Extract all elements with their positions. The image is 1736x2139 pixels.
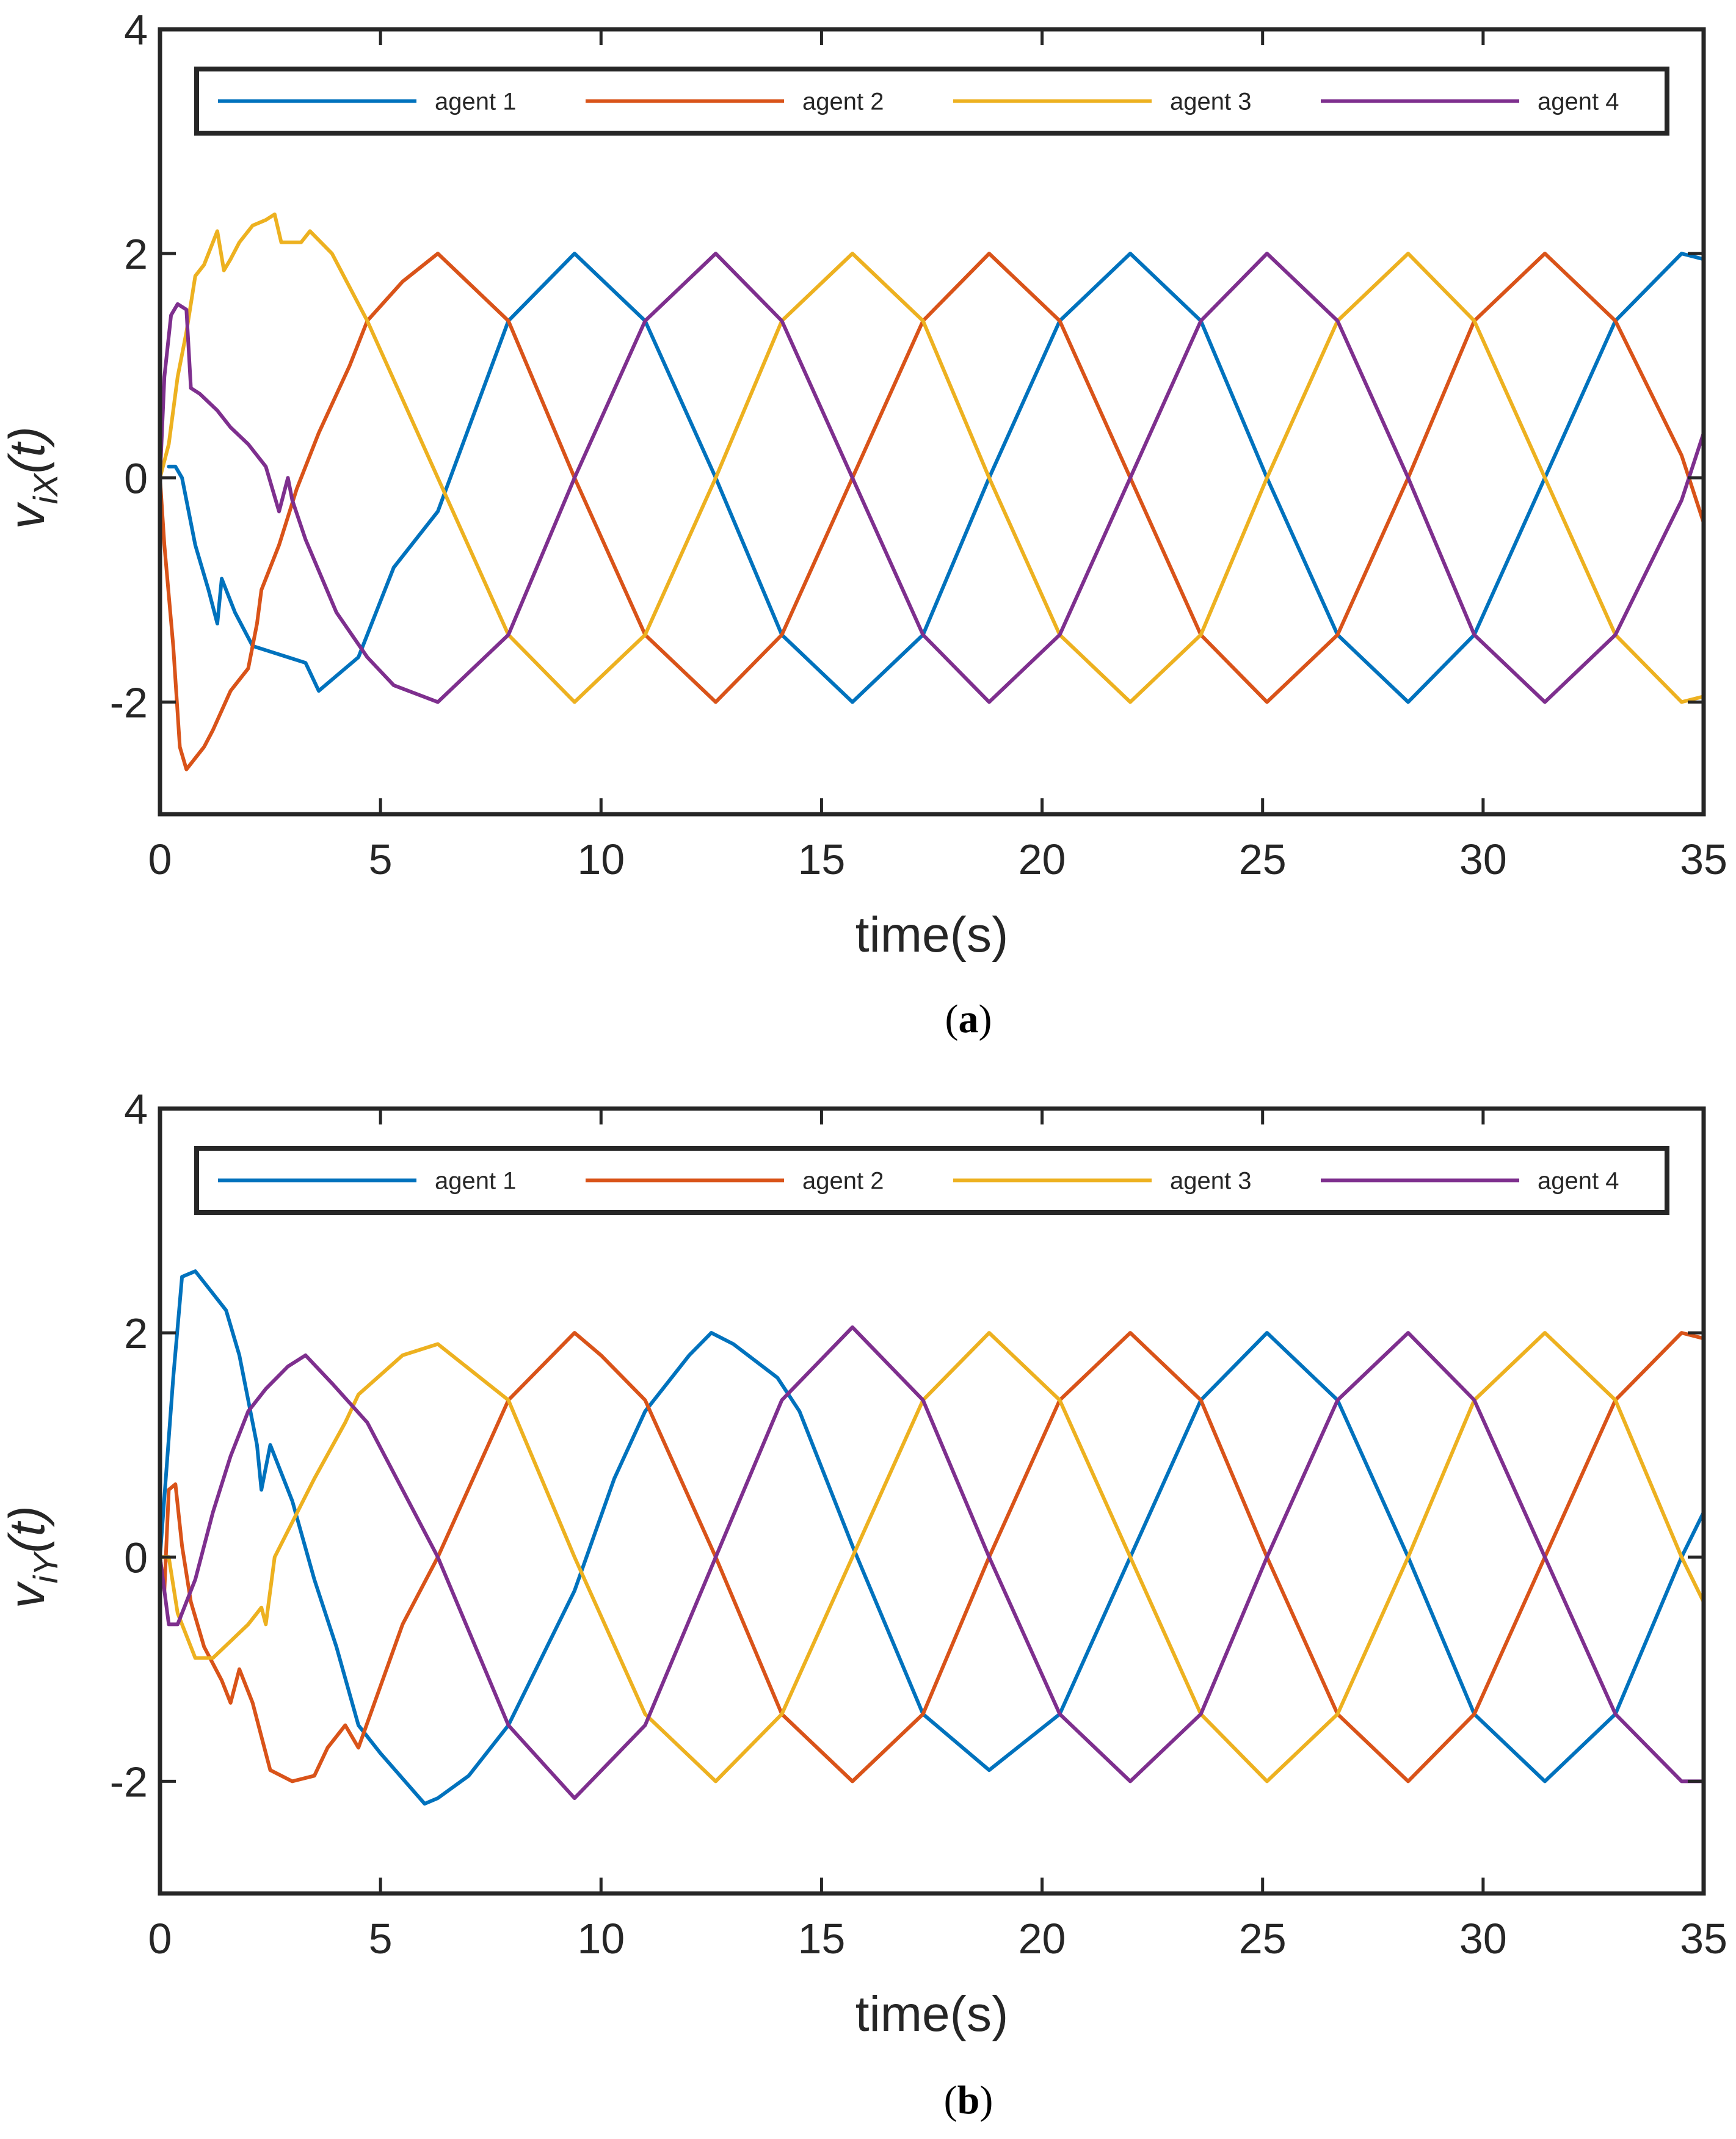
- legend-label-agent-4: agent 4: [1538, 89, 1619, 115]
- series-line-agent-2: [160, 252, 1704, 771]
- x-tick-label: 35: [1680, 836, 1727, 883]
- y-tick-label: -2: [110, 1758, 148, 1806]
- legend-label-agent-2: agent 2: [802, 89, 884, 115]
- legend-label-agent-1: agent 1: [435, 89, 516, 115]
- x-tick-label: 15: [797, 836, 845, 883]
- series-line-agent-1: [160, 1269, 1704, 1806]
- x-tick-label: 5: [369, 836, 393, 883]
- x-tick-label: 20: [1019, 836, 1066, 883]
- x-tick-label: 25: [1239, 836, 1287, 883]
- series-group: [160, 212, 1704, 771]
- legend-label-agent-4: agent 4: [1538, 1168, 1619, 1195]
- series-line-agent-4: [160, 252, 1704, 704]
- x-tick-label: 20: [1019, 1915, 1066, 1962]
- y-tick-label: 4: [124, 6, 148, 54]
- legend: agent 1 agent 2 agent 3 agent 4: [194, 1146, 1669, 1215]
- x-tick-label: 30: [1459, 1915, 1507, 1962]
- x-tick-label: 25: [1239, 1915, 1287, 1962]
- y-tick-label: -2: [110, 679, 148, 726]
- y-tick-label: 2: [124, 1310, 148, 1357]
- y-tick-label: 0: [124, 454, 148, 502]
- y-tick-label: 0: [124, 1534, 148, 1581]
- axes-box: [158, 1106, 1706, 1896]
- legend-label-agent-2: agent 2: [802, 1168, 884, 1195]
- series-line-agent-3: [160, 1331, 1704, 1784]
- panel-caption: (a): [945, 997, 992, 1041]
- series-line-agent-4: [160, 1325, 1704, 1800]
- x-tick-label: 15: [797, 1915, 845, 1962]
- x-tick-label: 5: [369, 1915, 393, 1962]
- series-line-agent-3: [160, 212, 1704, 704]
- y-axis-label: viY(t): [0, 1506, 65, 1608]
- panel-caption: (b): [944, 2078, 993, 2123]
- y-tick-label: 2: [124, 230, 148, 278]
- series-line-agent-2: [160, 1331, 1704, 1784]
- x-tick-label: 0: [148, 836, 172, 883]
- x-axis-label: time(s): [855, 907, 1009, 963]
- x-tick-label: 35: [1680, 1915, 1727, 1962]
- legend-label-agent-3: agent 3: [1170, 1168, 1251, 1195]
- series-line-agent-1: [167, 252, 1704, 704]
- x-axis-label: time(s): [855, 1986, 1009, 2042]
- x-tick-label: 30: [1459, 836, 1507, 883]
- legend-label-agent-1: agent 1: [435, 1168, 516, 1195]
- legend: agent 1 agent 2 agent 3 agent 4: [194, 67, 1669, 136]
- x-tick-label: 0: [148, 1915, 172, 1962]
- y-tick-label: 4: [124, 1085, 148, 1133]
- legend-label-agent-3: agent 3: [1170, 89, 1251, 115]
- x-tick-label: 10: [577, 836, 625, 883]
- axes-box: [158, 27, 1706, 817]
- series-group: [160, 1269, 1704, 1806]
- x-tick-label: 10: [577, 1915, 625, 1962]
- y-axis-label: viX(t): [0, 426, 65, 529]
